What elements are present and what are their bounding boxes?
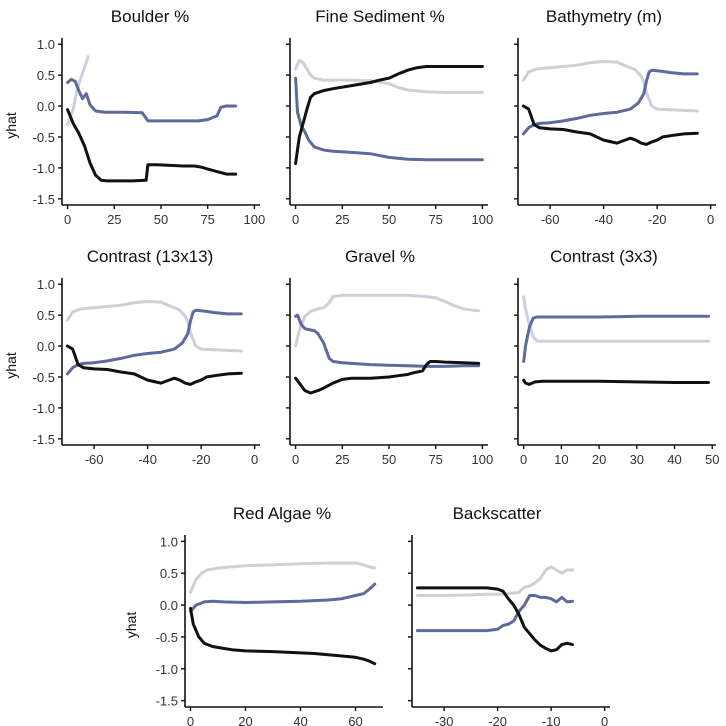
series-line-light [294,58,484,94]
series-line-black [189,606,377,666]
panel-title: Contrast (13x13) [87,247,214,266]
series-line-light [522,295,710,343]
panel-title: Backscatter [453,504,542,523]
series-line-black [294,360,481,395]
panel-5: Gravel % 0 25 50 75 100 [286,247,493,467]
panel-1: Boulder % yhat -1.5 -1.0 -0.5 0.0 0.5 1.0 0 25 50 7… [3,7,265,227]
x-tick-label: -60 [85,452,104,467]
x-tick-label: 25 [335,212,349,227]
x-tick-label: 0 [187,714,194,726]
y-tick-label: 0.0 [37,99,55,114]
series-line-blue [294,313,481,368]
series-line-light [65,300,243,353]
panel-title: Contrast (3x3) [550,247,658,266]
x-tick-label: 0 [520,452,527,467]
x-tick-label: -30 [435,714,454,726]
x-tick-label: -40 [594,212,613,227]
x-tick-label: 50 [382,452,396,467]
x-tick-label: 0 [707,212,714,227]
panel-7: Red Algae % yhat -1.5 -1.0 -0.5 0.0 0.5 1.0 0 20 4… [123,504,383,726]
x-tick-label: -20 [192,452,211,467]
x-tick-label: 100 [244,212,266,227]
x-tick-label: 0 [251,452,258,467]
y-tick-label: 1.0 [37,277,55,292]
y-tick-label: 0.5 [37,308,55,323]
y-axis-label: yhat [3,352,19,379]
y-axis-label: yhat [3,112,19,139]
x-tick-label: 40 [667,452,681,467]
series-line-black [294,65,484,166]
x-tick-label: 0 [64,212,71,227]
x-tick-label: -20 [488,714,507,726]
x-tick-label: 50 [154,212,168,227]
series-line-black [522,378,710,386]
x-tick-label: 75 [428,452,442,467]
y-axis-label: yhat [123,612,139,639]
series-line-blue [522,314,710,363]
y-tick-label: -0.5 [33,370,55,385]
x-tick-label: 0 [292,452,299,467]
y-tick-label: -1.0 [156,662,178,677]
panel-3: Bathymetry (m) -60 -40 -20 0 [514,7,716,227]
panels-layer: Boulder % yhat -1.5 -1.0 -0.5 0.0 0.5 1.0 0 25 50 7… [3,7,719,726]
panel-4: Contrast (13x13) yhat -1.5 -1.0 -0.5 0.0 0.5 1.… [3,247,260,467]
y-tick-label: -1.5 [33,432,55,447]
series-line-light [189,561,377,594]
series-line-black [66,108,238,183]
y-tick-label: 0.5 [37,68,55,83]
x-tick-label: -40 [138,452,157,467]
panel-title: Boulder % [111,7,189,26]
y-tick-label: -1.0 [33,161,55,176]
x-tick-label: 75 [200,212,214,227]
y-tick-label: -1.5 [33,192,55,207]
y-tick-label: -0.5 [33,130,55,145]
x-tick-label: 30 [630,452,644,467]
x-tick-label: 10 [554,452,568,467]
y-tick-label: 1.0 [160,534,178,549]
x-tick-label: 20 [238,714,252,726]
series-line-blue [521,68,699,136]
x-tick-label: 100 [472,212,494,227]
y-tick-label: 0.0 [37,339,55,354]
series-line-light [294,293,481,348]
x-tick-label: 20 [592,452,606,467]
x-tick-label: 100 [472,452,494,467]
x-tick-label: -60 [541,212,560,227]
panel-8: Backscatter -30 -20 -10 0 [408,504,610,726]
x-tick-label: 40 [293,714,307,726]
y-tick-label: -1.5 [156,694,178,709]
panel-6: Contrast (3x3) 0 10 20 30 40 50 [514,247,719,467]
x-tick-label: 0 [292,212,299,227]
series-line-light [415,565,574,597]
series-line-light [66,55,90,127]
x-tick-label: 25 [335,452,349,467]
series-line-blue [189,582,377,613]
y-tick-label: -1.0 [33,401,55,416]
x-tick-label: 50 [705,452,719,467]
y-tick-label: -0.5 [156,630,178,645]
x-tick-label: 75 [428,212,442,227]
x-tick-label: 60 [348,714,362,726]
x-tick-label: -20 [648,212,667,227]
series-line-black [521,104,699,146]
y-tick-label: 0.5 [160,566,178,581]
x-tick-label: -10 [542,714,561,726]
panel-2: Fine Sediment % 0 25 50 75 100 [286,7,493,227]
series-line-blue [415,594,574,633]
series-line-black [65,344,243,386]
x-tick-label: 50 [382,212,396,227]
series-line-blue [65,308,243,376]
y-tick-label: 0.0 [160,598,178,613]
series-line-light [521,60,699,113]
series-line-black [415,586,574,653]
panel-title: Gravel % [345,247,415,266]
x-tick-label: 0 [601,714,608,726]
x-tick-label: 25 [107,212,121,227]
panel-title: Red Algae % [233,504,331,523]
panel-title: Fine Sediment % [315,7,444,26]
panel-title: Bathymetry (m) [546,7,662,26]
series-line-blue [66,77,238,123]
y-tick-label: 1.0 [37,37,55,52]
